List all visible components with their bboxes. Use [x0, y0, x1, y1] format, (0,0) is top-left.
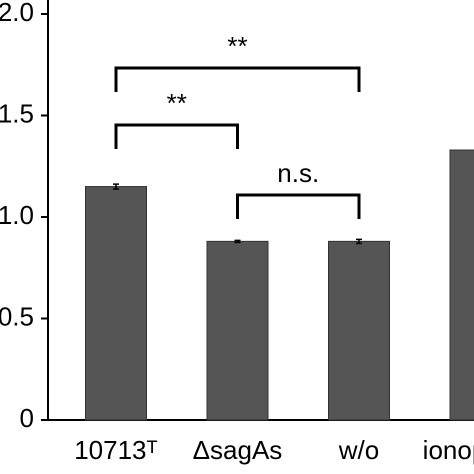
- significance-label: n.s.: [277, 158, 319, 188]
- bar: [85, 186, 147, 421]
- bar: [449, 149, 474, 421]
- x-tick-label: ionophore: [423, 435, 474, 465]
- significance-bracket: [114, 66, 361, 92]
- significance-label: **: [227, 31, 247, 61]
- y-tick-label: 1.0: [0, 200, 34, 230]
- x-tick-label: ΔsagAs: [193, 435, 283, 465]
- significance-bracket: [236, 193, 361, 219]
- bar: [206, 240, 269, 421]
- y-tick-label: 2.0: [0, 0, 34, 27]
- bar: [328, 240, 390, 421]
- error-bar: [356, 238, 362, 245]
- significance-bracket: [114, 123, 239, 149]
- x-tick-label: 10713ᵀ: [74, 435, 158, 465]
- y-tick-label: 1.5: [0, 98, 34, 128]
- error-bar: [234, 239, 241, 244]
- y-tick-label: 0.5: [0, 301, 34, 331]
- y-tick-label: 0: [20, 403, 34, 433]
- significance-label: **: [167, 88, 187, 118]
- error-bar: [113, 183, 119, 190]
- x-tick-label: w/o: [338, 435, 379, 465]
